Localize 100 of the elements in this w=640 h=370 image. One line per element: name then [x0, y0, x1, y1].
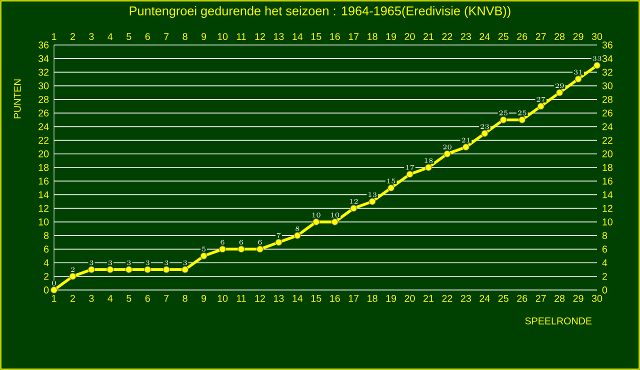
y2-tick-label: 22 [602, 136, 612, 144]
x-tick-label: 29 [573, 33, 584, 40]
point [162, 266, 170, 274]
x2-tick-label: 15 [311, 294, 322, 302]
y-tick-label: 32 [38, 68, 49, 76]
point [368, 198, 376, 206]
x2-tick-label: 23 [460, 294, 471, 302]
y2-tick-label: 24 [602, 123, 613, 130]
point [481, 130, 488, 137]
x2-tick-label: 17 [348, 294, 359, 302]
x-tick-label: 23 [460, 33, 471, 40]
x-tick-label: 9 [202, 33, 206, 40]
point [574, 76, 582, 83]
x2-tick-label: 20 [404, 294, 415, 302]
y-tick-label: 2 [44, 272, 49, 280]
x2-tick-label: 11 [236, 294, 246, 302]
point [182, 266, 189, 274]
y-tick-label: 12 [38, 204, 49, 212]
x-tick-label: 24 [480, 33, 490, 40]
x2-tick-label: 28 [554, 294, 565, 302]
x2-tick-label: 5 [126, 294, 132, 302]
y-tick-label: 20 [38, 150, 49, 158]
point [69, 272, 76, 280]
y-axis-title: PUNTEN [14, 79, 21, 118]
y2-tick-label: 28 [602, 96, 612, 103]
x-tick-label: 20 [404, 33, 415, 40]
y2-tick-label: 2 [602, 272, 607, 280]
x2-tick-label: 22 [442, 294, 452, 302]
y2-tick-label: 0 [602, 286, 608, 294]
y2-tick-label: 6 [602, 246, 607, 253]
x2-tick-label: 24 [480, 294, 490, 302]
x-tick-label: 30 [592, 33, 602, 40]
y2-tick-label: 26 [602, 110, 612, 117]
x-tick-label: 18 [368, 33, 378, 40]
x2-tick-label: 18 [368, 294, 378, 302]
point [238, 246, 245, 253]
x2-tick-label: 3 [89, 294, 94, 302]
x-tick-label: 7 [164, 33, 169, 40]
x2-tick-label: 8 [182, 294, 188, 302]
y-tick-label: 22 [38, 136, 49, 144]
y2-tick-label: 32 [602, 68, 612, 76]
y-tick-label: 16 [38, 178, 49, 185]
y-tick-label: 10 [38, 218, 49, 226]
point [275, 238, 282, 246]
x-tick-label: 6 [145, 33, 150, 40]
point [444, 150, 451, 158]
y2-tick-label: 18 [602, 164, 612, 171]
point [50, 286, 58, 294]
point [424, 164, 432, 172]
y-tick-label: 14 [38, 191, 49, 198]
point [500, 116, 507, 124]
y-tick-label: 0 [44, 286, 49, 294]
x-tick-label: 4 [108, 33, 113, 40]
x-tick-label: 19 [386, 33, 396, 40]
y-tick-label: 26 [38, 110, 49, 117]
x2-tick-label: 19 [386, 294, 396, 302]
x2-tick-label: 14 [292, 294, 303, 302]
x2-tick-label: 12 [255, 294, 265, 302]
y2-tick-label: 16 [602, 178, 612, 185]
x-tick-label: 14 [292, 33, 303, 40]
point [312, 218, 320, 226]
point [462, 144, 470, 151]
y-tick-label: 24 [38, 123, 49, 130]
x2-tick-label: 26 [517, 294, 528, 302]
point [219, 246, 226, 253]
point [331, 218, 338, 226]
point [406, 170, 414, 178]
y2-tick-label: 4 [602, 259, 608, 266]
y2-tick-label: 30 [602, 82, 613, 90]
x-tick-label: 21 [424, 33, 434, 40]
point [144, 266, 152, 274]
x-tick-label: 12 [255, 33, 265, 40]
x2-tick-label: 4 [108, 294, 113, 302]
y2-tick-label: 8 [602, 232, 608, 240]
x-tick-label: 27 [536, 33, 546, 40]
x2-tick-label: 30 [592, 294, 602, 302]
point [200, 252, 208, 260]
point [106, 266, 114, 274]
x-tick-label: 22 [442, 33, 452, 40]
x2-tick-label: 7 [164, 294, 169, 302]
y2-tick-label: 12 [602, 204, 612, 212]
x2-tick-label: 27 [536, 294, 546, 302]
x-tick-label: 10 [218, 33, 228, 40]
x2-tick-label: 29 [573, 294, 584, 302]
point [537, 102, 544, 110]
y-tick-label: 18 [38, 164, 49, 171]
x2-tick-label: 10 [218, 294, 228, 302]
point [350, 204, 358, 212]
y-tick-label: 28 [38, 96, 49, 103]
point [556, 89, 564, 96]
y-tick-label: 36 [38, 42, 49, 48]
x-tick-label: 15 [311, 33, 322, 40]
x2-tick-label: 1 [52, 294, 56, 302]
x-tick-label: 5 [126, 33, 132, 40]
x2-tick-label: 21 [424, 294, 434, 302]
point [88, 266, 95, 274]
y2-tick-label: 10 [602, 218, 613, 226]
x-tick-label: 11 [236, 33, 246, 40]
point [518, 116, 526, 124]
x-tick-label: 8 [182, 33, 188, 40]
